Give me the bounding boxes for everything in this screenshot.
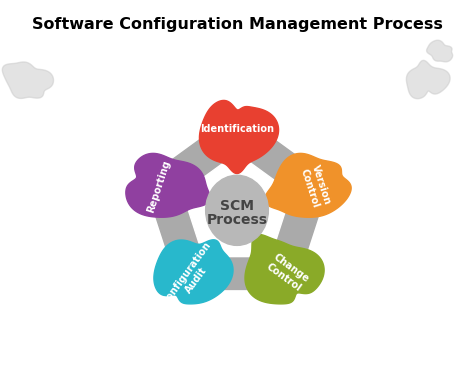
Polygon shape: [406, 61, 450, 99]
Text: Software Configuration Management Process: Software Configuration Management Proces…: [32, 17, 442, 32]
Text: Change
Control: Change Control: [264, 252, 310, 294]
Polygon shape: [2, 62, 54, 99]
Polygon shape: [126, 154, 210, 217]
Text: SCM: SCM: [220, 199, 254, 213]
Polygon shape: [264, 154, 351, 217]
Polygon shape: [154, 240, 233, 304]
Text: Reporting: Reporting: [146, 159, 172, 214]
Polygon shape: [245, 234, 324, 304]
Polygon shape: [144, 113, 330, 289]
Ellipse shape: [206, 175, 268, 245]
Text: Configuration
Audit: Configuration Audit: [161, 240, 222, 314]
Polygon shape: [427, 40, 453, 62]
Polygon shape: [200, 100, 279, 173]
Text: Version
Control: Version Control: [299, 163, 332, 209]
Polygon shape: [182, 153, 292, 256]
Text: Identification: Identification: [200, 124, 274, 134]
Text: Process: Process: [207, 213, 267, 227]
